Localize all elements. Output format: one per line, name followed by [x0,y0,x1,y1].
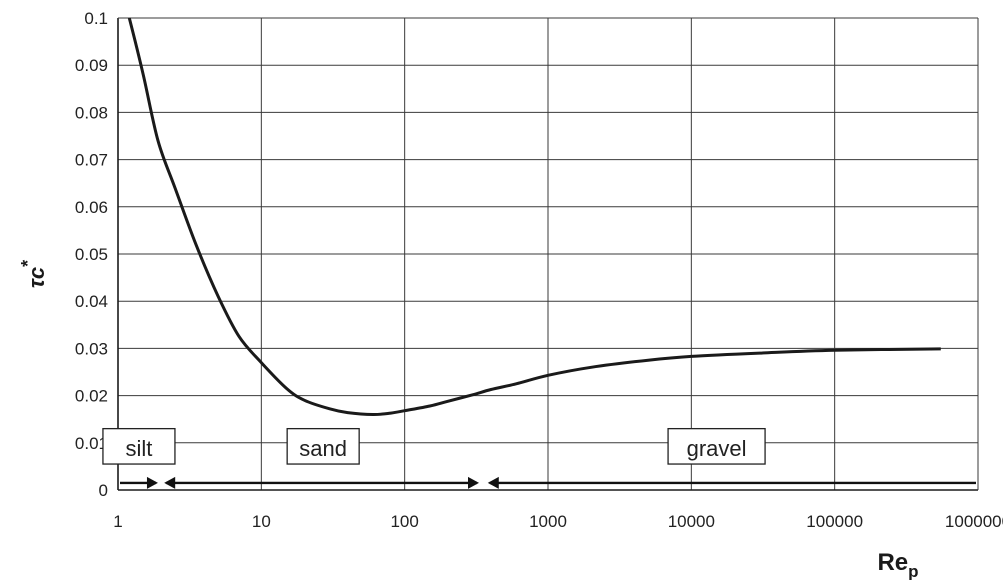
x-tick-label: 1 [113,512,122,531]
x-tick-label: 10000 [668,512,715,531]
tick-labels: 0 0.01 0.02 0.03 0.04 0.05 0.06 0.07 0.08 0.09 0.1… [75,9,1003,531]
x-tick-label: 100000 [806,512,863,531]
y-tick-label: 0.05 [75,245,108,264]
x-tick-label: 1000 [529,512,567,531]
y-axis-title-sup: * [18,260,38,267]
region-label: silt [125,436,152,461]
x-tick-label: 100 [390,512,418,531]
region-gravel: gravel [487,427,976,489]
y-axis-title: τc* [18,260,49,288]
y-tick-label: 0.06 [75,198,108,217]
region-label-box [667,427,766,465]
region-arrow-right-head [146,476,158,489]
region-label-box [102,427,176,465]
region-arrow-left-head [487,476,499,489]
grid [118,17,979,490]
region-arrow-right-head [467,476,479,489]
y-tick-label: 0.01 [75,434,108,453]
x-axis-title-main: Re [877,549,908,576]
region-label-box [286,427,360,465]
x-axis-title-sub: p [908,562,918,580]
region-sand: sand [164,427,479,489]
y-tick-label: 0.08 [75,103,108,122]
region-label: sand [299,436,347,461]
y-axis-title-main: τc [24,267,49,288]
y-tick-label: 0.07 [75,151,108,170]
x-tick-label: 1000000 [945,512,1003,531]
y-tick-label: 0.02 [75,387,108,406]
y-tick-label: 0.1 [84,9,108,28]
series-line [127,17,941,417]
series [127,17,941,417]
region-silt: silt [102,427,176,489]
axes [117,17,979,491]
region-label: gravel [687,436,747,461]
x-axis-title: Rep [877,549,918,580]
y-tick-label: 0.03 [75,339,108,358]
x-tick-label: 10 [252,512,271,531]
y-tick-label: 0.09 [75,56,108,75]
region-arrow-left-head [164,476,176,489]
y-tick-label: 0 [99,481,108,500]
y-tick-label: 0.04 [75,292,108,311]
regions: silt sand gravel [102,427,976,489]
